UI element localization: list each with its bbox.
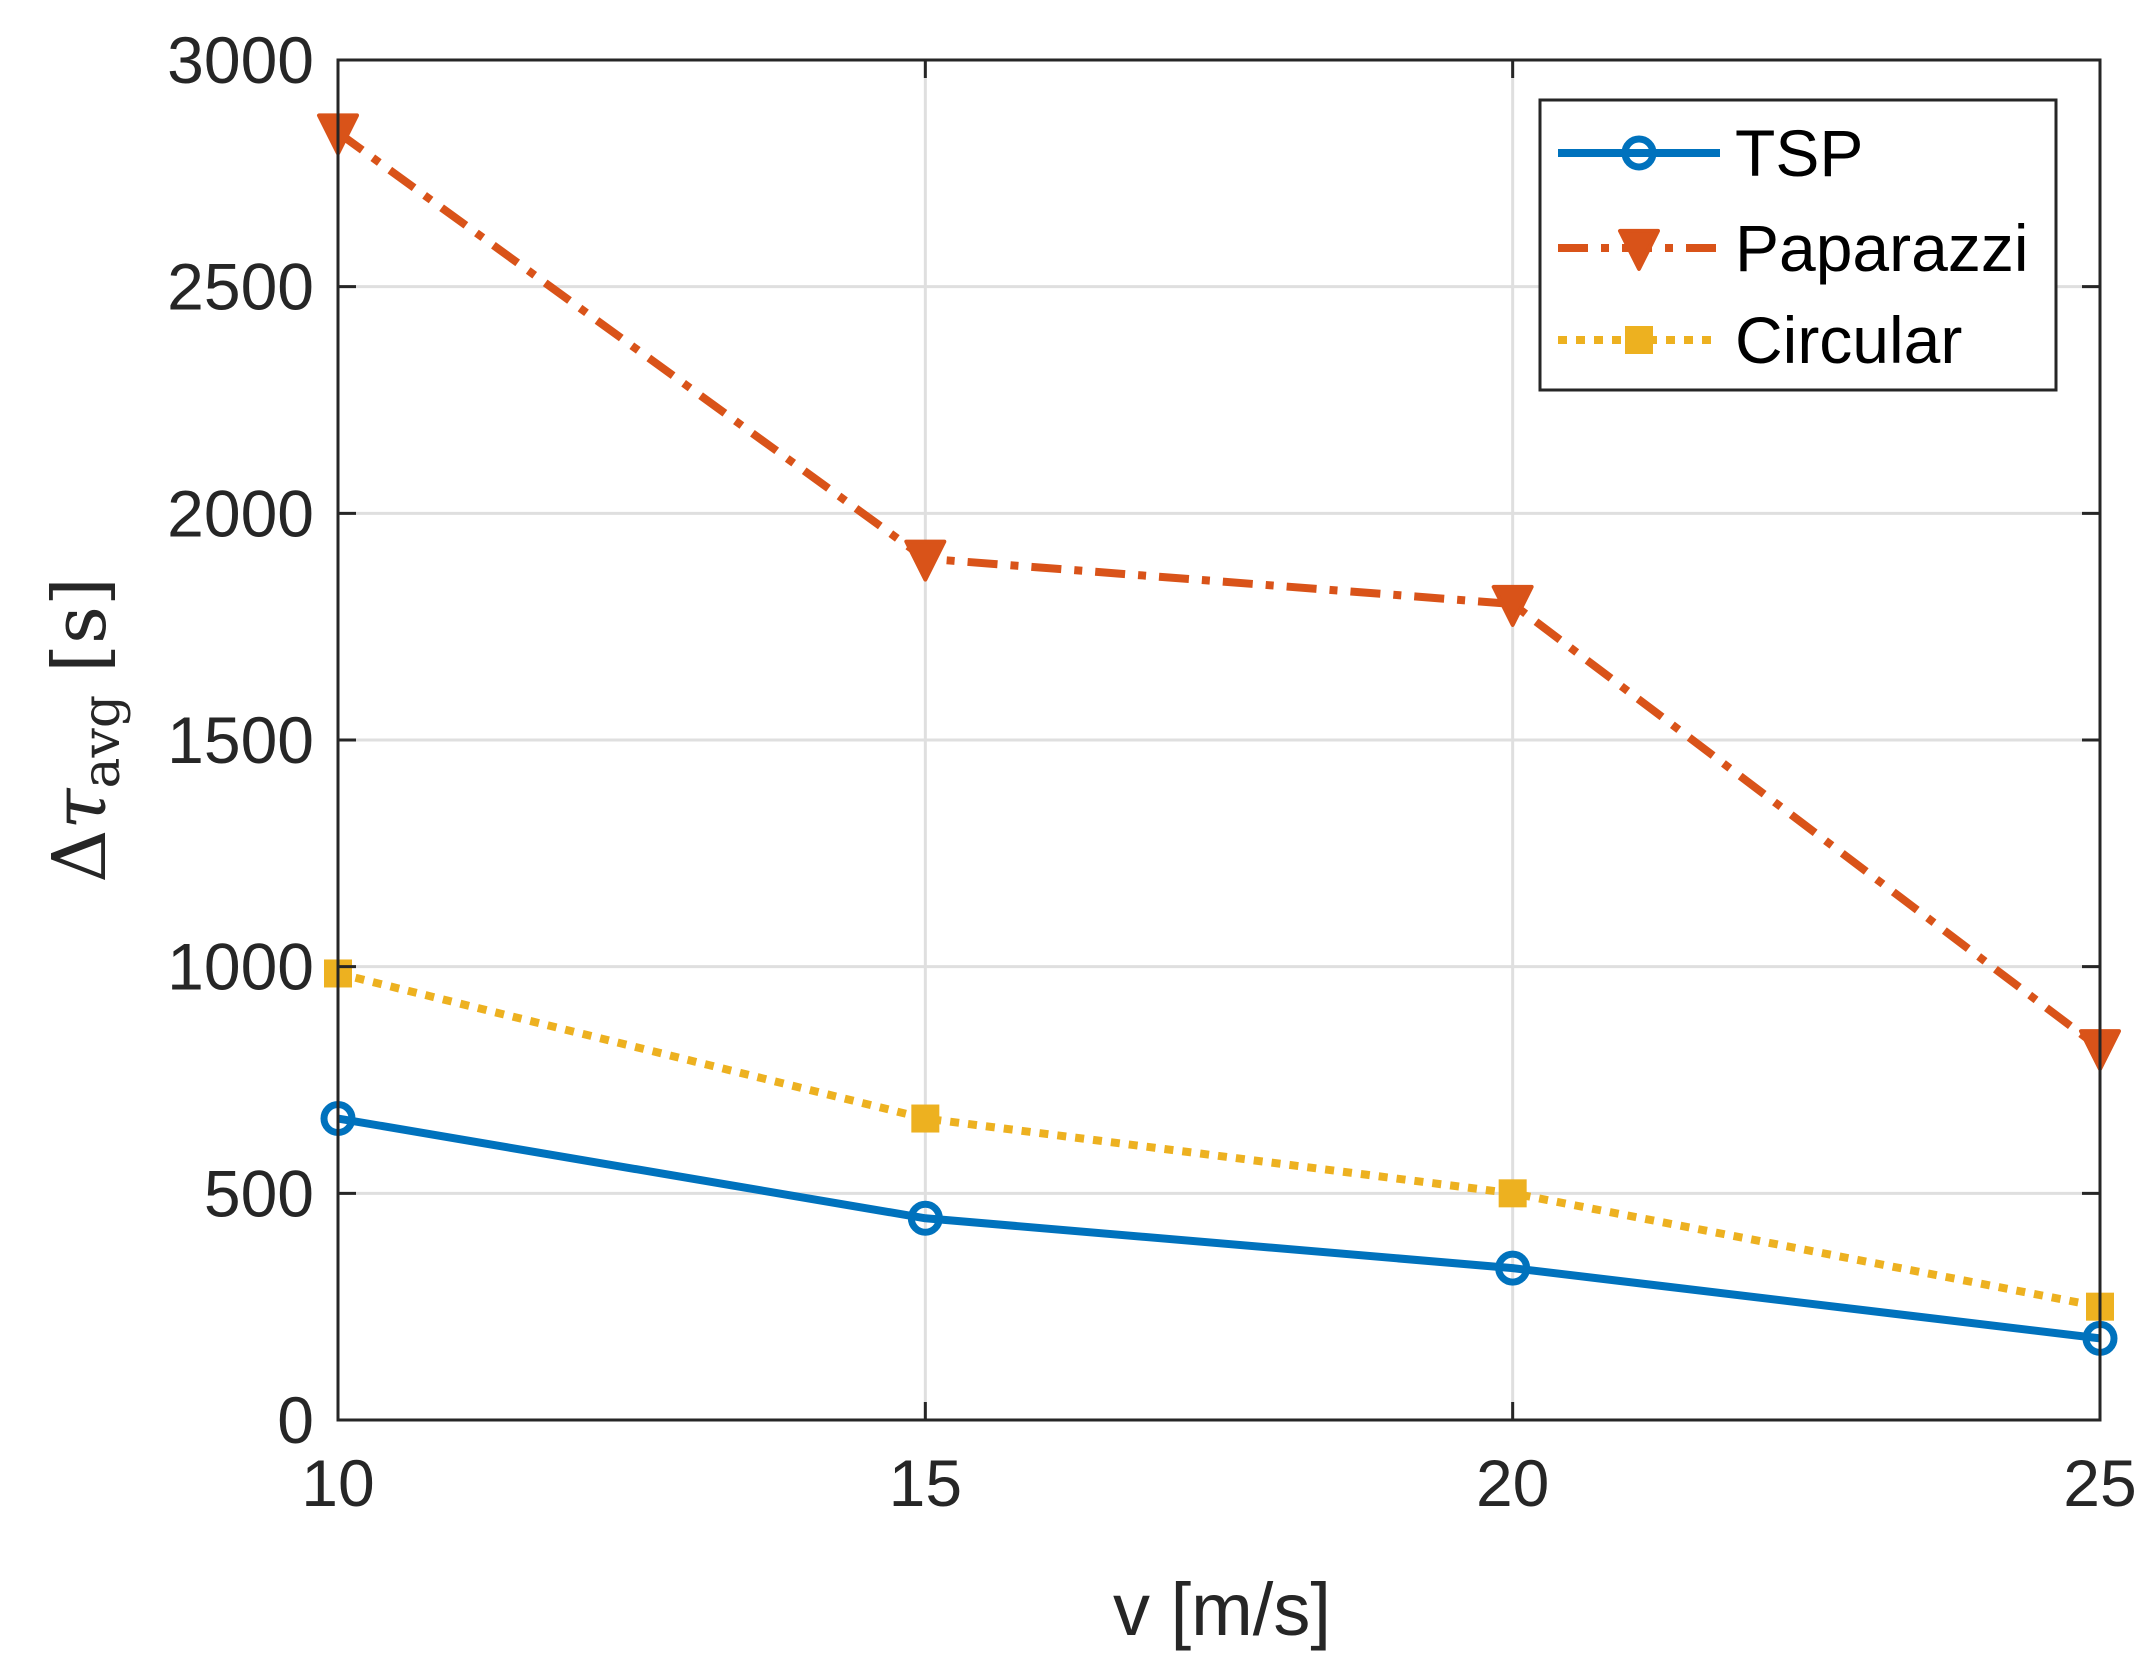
x-tick-label: 10 <box>301 1446 374 1520</box>
legend-label-circular: Circular <box>1735 303 1962 377</box>
legend-marker-tsp <box>1621 135 1657 171</box>
y-tick-labels: 0 500 1000 1500 2000 2500 3000 <box>167 23 314 1457</box>
legend-marker-paparazzi <box>1618 228 1660 271</box>
data-point-paparazzi <box>1491 584 1534 627</box>
data-point-circular <box>911 1104 940 1133</box>
x-tick-labels: 10 15 20 25 <box>301 1446 2136 1520</box>
series-line-paparazzi <box>335 129 2103 1052</box>
y-tick-label: 2500 <box>167 250 314 324</box>
tick-marks <box>336 58 2102 1422</box>
legend-item-tsp: TSP <box>1558 116 1863 190</box>
y-tick-label: 1000 <box>167 930 314 1004</box>
legend-marker-circular <box>1625 326 1653 354</box>
y-tick-label: 1500 <box>167 703 314 777</box>
series-lines <box>335 129 2103 1343</box>
legend-item-circular: Circular <box>1558 303 1962 377</box>
y-axis-label-delta: Δ <box>37 829 123 882</box>
legend: TSP Paparazzi Circular <box>1538 98 2058 392</box>
data-point-tsp <box>1495 1250 1531 1286</box>
legend-label-tsp: TSP <box>1735 116 1863 190</box>
x-tick-label: 15 <box>889 1446 962 1520</box>
y-tick-label: 500 <box>204 1156 314 1230</box>
x-axis-label: v [m/s] <box>1113 1568 1331 1651</box>
x-tick-label: 25 <box>2063 1446 2136 1520</box>
y-tick-label: 2000 <box>167 476 314 550</box>
legend-items: TSP Paparazzi Circular <box>1558 116 2029 377</box>
x-tick-label: 20 <box>1476 1446 1549 1520</box>
y-axis-label: Δτavg [s] <box>37 577 132 883</box>
series-line-circular <box>337 969 2101 1311</box>
y-axis-label-unit: [s] <box>37 577 123 673</box>
data-point-paparazzi <box>904 539 947 582</box>
y-tick-label: 3000 <box>167 23 314 97</box>
series-line-tsp <box>337 1114 2101 1343</box>
y-axis-label-symbol: τ <box>37 787 123 829</box>
y-axis-label-subscript: avg <box>72 695 132 789</box>
legend-item-paparazzi: Paparazzi <box>1558 211 2029 285</box>
y-tick-label: 0 <box>277 1383 314 1457</box>
data-point-circular <box>1498 1179 1527 1208</box>
legend-label-paparazzi: Paparazzi <box>1735 211 2029 285</box>
data-point-tsp <box>907 1200 943 1236</box>
